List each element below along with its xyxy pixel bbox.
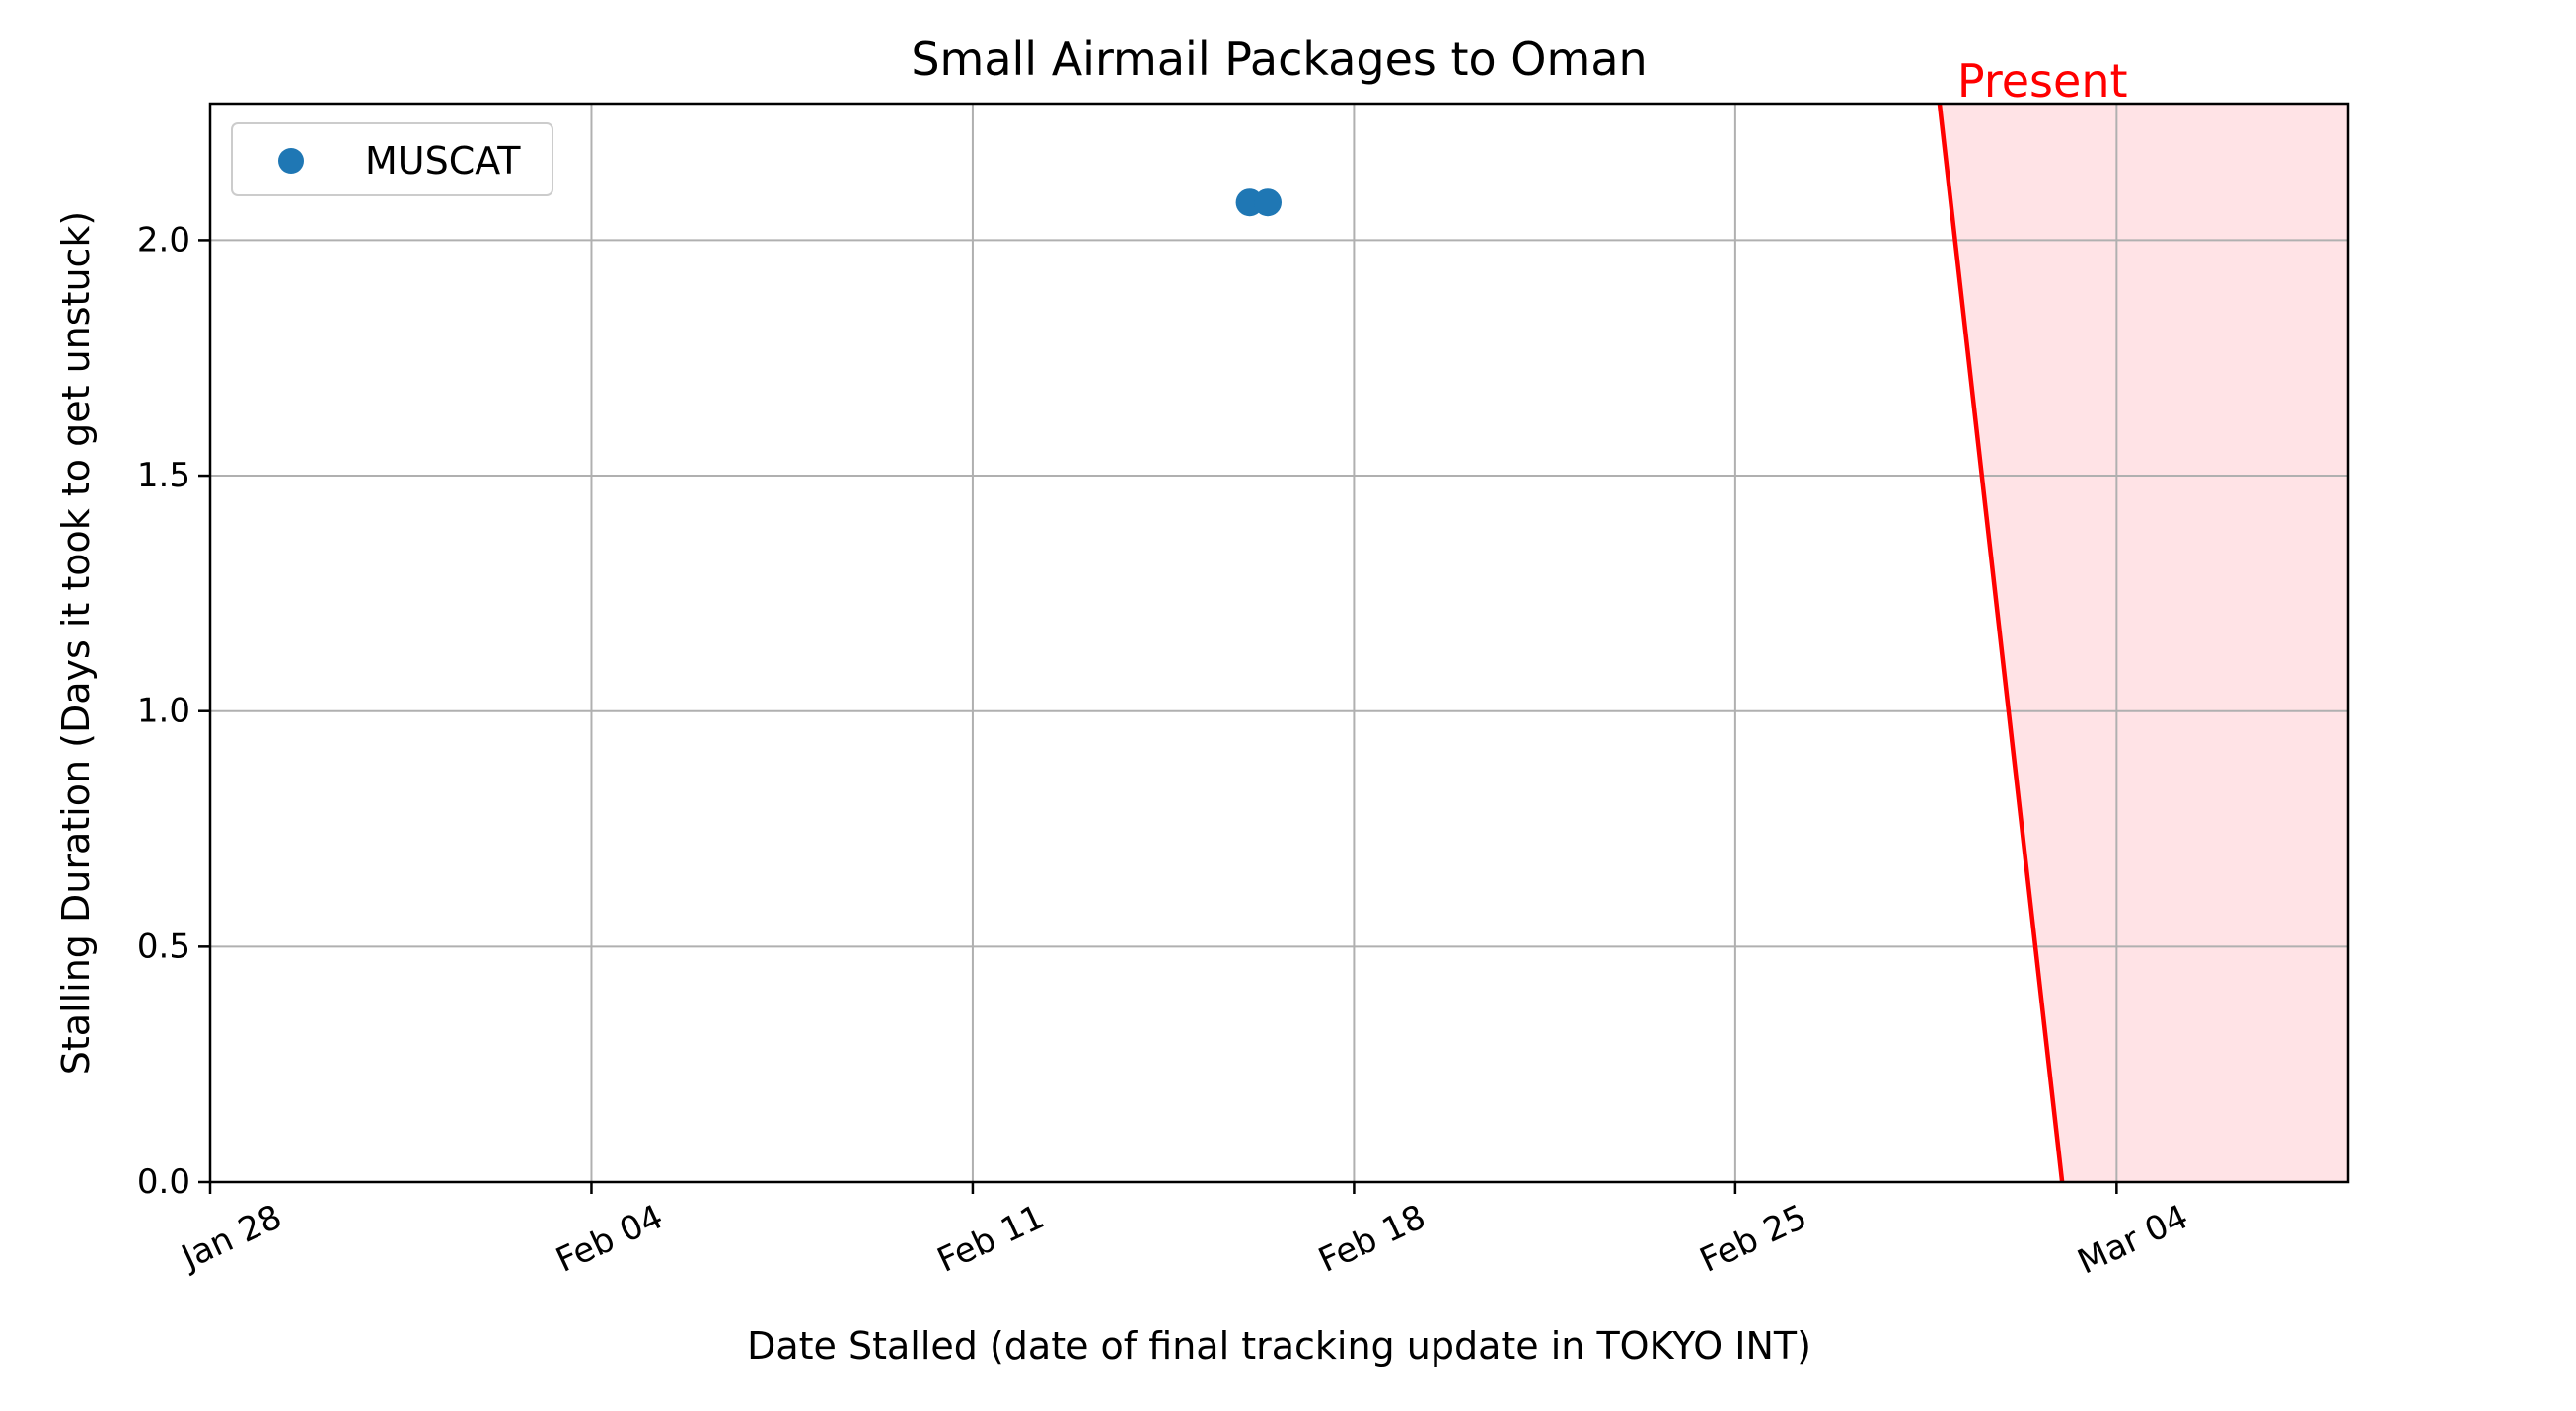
y-tick-label-2: 1.0 xyxy=(137,692,190,731)
present-line-layer xyxy=(1937,103,2065,1183)
points-layer xyxy=(1235,188,1282,217)
y-axis-label: Stalling Duration (Days it took to get u… xyxy=(54,211,98,1076)
x-axis-label: Date Stalled (date of final tracking upd… xyxy=(747,1324,1811,1368)
legend-box xyxy=(231,122,553,196)
y-tick-label-4: 2.0 xyxy=(137,220,190,260)
legend-label-muscat: MUSCAT xyxy=(365,139,521,183)
y-axis-ticks: 0.0 0.5 1.0 1.5 2.0 xyxy=(137,220,210,1202)
y-tick-label-0: 0.0 xyxy=(137,1162,190,1202)
present-shaded-region xyxy=(1939,104,2348,1182)
present-shaded-region-layer xyxy=(1939,104,2348,1182)
y-tick-label-3: 1.5 xyxy=(137,456,190,495)
data-point-0-1 xyxy=(1253,188,1282,217)
chart-title: Small Airmail Packages to Oman xyxy=(911,33,1647,86)
plot-area-frame xyxy=(208,102,2350,1184)
y-tick-label-1: 0.5 xyxy=(137,927,190,966)
present-annotation-label: Present xyxy=(1957,54,2128,108)
present-line xyxy=(1937,103,2065,1183)
legend: MUSCAT xyxy=(231,122,553,196)
legend-marker-muscat xyxy=(278,148,304,174)
